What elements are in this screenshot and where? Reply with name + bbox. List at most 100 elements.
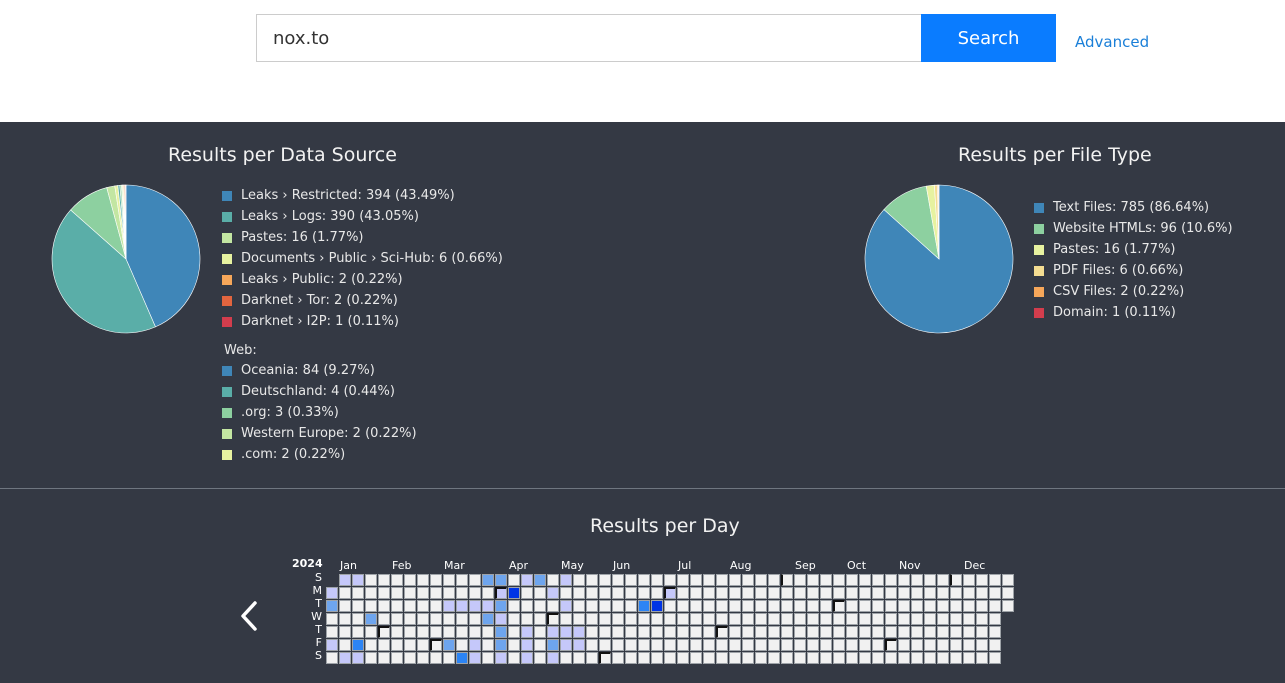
- calendar-day-cell[interactable]: [677, 652, 689, 664]
- calendar-day-cell[interactable]: [846, 613, 858, 625]
- calendar-day-cell[interactable]: [534, 574, 546, 586]
- calendar-day-cell[interactable]: [547, 639, 559, 651]
- calendar-day-cell[interactable]: [807, 652, 819, 664]
- calendar-day-cell[interactable]: [586, 626, 598, 638]
- calendar-day-cell[interactable]: [833, 613, 845, 625]
- calendar-day-cell[interactable]: [963, 574, 975, 586]
- calendar-day-cell[interactable]: [911, 600, 923, 612]
- calendar-day-cell[interactable]: [729, 639, 741, 651]
- calendar-day-cell[interactable]: [404, 626, 416, 638]
- legend-item[interactable]: .org: 3 (0.33%): [222, 402, 503, 423]
- calendar-day-cell[interactable]: [352, 639, 364, 651]
- calendar-day-cell[interactable]: [339, 639, 351, 651]
- calendar-day-cell[interactable]: [521, 652, 533, 664]
- calendar-day-cell[interactable]: [612, 613, 624, 625]
- calendar-day-cell[interactable]: [976, 639, 988, 651]
- calendar-day-cell[interactable]: [989, 626, 1001, 638]
- calendar-day-cell[interactable]: [430, 639, 442, 651]
- calendar-day-cell[interactable]: [651, 587, 663, 599]
- calendar-day-cell[interactable]: [586, 652, 598, 664]
- legend-item[interactable]: Darknet › Tor: 2 (0.22%): [222, 290, 503, 311]
- calendar-day-cell[interactable]: [339, 574, 351, 586]
- calendar-day-cell[interactable]: [326, 626, 338, 638]
- calendar-day-cell[interactable]: [755, 574, 767, 586]
- calendar-day-cell[interactable]: [352, 626, 364, 638]
- calendar-day-cell[interactable]: [560, 587, 572, 599]
- calendar-day-cell[interactable]: [443, 639, 455, 651]
- calendar-day-cell[interactable]: [651, 652, 663, 664]
- calendar-day-cell[interactable]: [547, 626, 559, 638]
- calendar-day-cell[interactable]: [599, 613, 611, 625]
- calendar-day-cell[interactable]: [456, 626, 468, 638]
- calendar-day-cell[interactable]: [755, 587, 767, 599]
- calendar-day-cell[interactable]: [469, 652, 481, 664]
- calendar-day-cell[interactable]: [664, 639, 676, 651]
- legend-item[interactable]: Western Europe: 2 (0.22%): [222, 423, 503, 444]
- calendar-day-cell[interactable]: [365, 587, 377, 599]
- legend-item[interactable]: Text Files: 785 (86.64%): [1034, 197, 1233, 218]
- calendar-day-cell[interactable]: [885, 600, 897, 612]
- calendar-day-cell[interactable]: [872, 613, 884, 625]
- legend-item[interactable]: Domain: 1 (0.11%): [1034, 302, 1233, 323]
- calendar-day-cell[interactable]: [560, 639, 572, 651]
- calendar-day-cell[interactable]: [703, 652, 715, 664]
- calendar-day-cell[interactable]: [963, 626, 975, 638]
- calendar-day-cell[interactable]: [963, 613, 975, 625]
- calendar-day-cell[interactable]: [833, 626, 845, 638]
- calendar-day-cell[interactable]: [391, 600, 403, 612]
- calendar-day-cell[interactable]: [560, 652, 572, 664]
- calendar-day-cell[interactable]: [781, 600, 793, 612]
- calendar-day-cell[interactable]: [963, 600, 975, 612]
- calendar-day-cell[interactable]: [781, 626, 793, 638]
- calendar-day-cell[interactable]: [469, 613, 481, 625]
- calendar-day-cell[interactable]: [378, 652, 390, 664]
- calendar-day-cell[interactable]: [703, 574, 715, 586]
- legend-item[interactable]: Leaks › Public: 2 (0.22%): [222, 269, 503, 290]
- calendar-day-cell[interactable]: [430, 587, 442, 599]
- calendar-day-cell[interactable]: [989, 613, 1001, 625]
- calendar-day-cell[interactable]: [586, 600, 598, 612]
- calendar-day-cell[interactable]: [443, 626, 455, 638]
- calendar-day-cell[interactable]: [443, 600, 455, 612]
- calendar-day-cell[interactable]: [404, 639, 416, 651]
- legend-item[interactable]: Deutschland: 4 (0.44%): [222, 381, 503, 402]
- calendar-day-cell[interactable]: [326, 587, 338, 599]
- calendar-day-cell[interactable]: [534, 600, 546, 612]
- calendar-day-cell[interactable]: [352, 587, 364, 599]
- calendar-day-cell[interactable]: [664, 613, 676, 625]
- calendar-day-cell[interactable]: [391, 652, 403, 664]
- calendar-day-cell[interactable]: [352, 600, 364, 612]
- calendar-day-cell[interactable]: [911, 574, 923, 586]
- calendar-day-cell[interactable]: [404, 574, 416, 586]
- calendar-day-cell[interactable]: [924, 652, 936, 664]
- calendar-day-cell[interactable]: [976, 652, 988, 664]
- calendar-day-cell[interactable]: [859, 652, 871, 664]
- calendar-day-cell[interactable]: [859, 639, 871, 651]
- calendar-day-cell[interactable]: [898, 652, 910, 664]
- calendar-day-cell[interactable]: [664, 600, 676, 612]
- calendar-day-cell[interactable]: [872, 587, 884, 599]
- calendar-day-cell[interactable]: [534, 626, 546, 638]
- calendar-day-cell[interactable]: [625, 574, 637, 586]
- calendar-day-cell[interactable]: [443, 613, 455, 625]
- calendar-day-cell[interactable]: [729, 600, 741, 612]
- calendar-day-cell[interactable]: [625, 639, 637, 651]
- calendar-day-cell[interactable]: [1002, 600, 1014, 612]
- calendar-day-cell[interactable]: [716, 587, 728, 599]
- calendar-day-cell[interactable]: [911, 613, 923, 625]
- calendar-day-cell[interactable]: [586, 587, 598, 599]
- calendar-day-cell[interactable]: [872, 626, 884, 638]
- calendar-day-cell[interactable]: [989, 574, 1001, 586]
- calendar-day-cell[interactable]: [586, 639, 598, 651]
- calendar-day-cell[interactable]: [989, 639, 1001, 651]
- calendar-day-cell[interactable]: [924, 639, 936, 651]
- calendar-day-cell[interactable]: [716, 600, 728, 612]
- calendar-day-cell[interactable]: [326, 613, 338, 625]
- calendar-day-cell[interactable]: [495, 587, 507, 599]
- calendar-day-cell[interactable]: [885, 574, 897, 586]
- calendar-day-cell[interactable]: [846, 600, 858, 612]
- calendar-day-cell[interactable]: [664, 574, 676, 586]
- calendar-day-cell[interactable]: [586, 613, 598, 625]
- calendar-day-cell[interactable]: [911, 587, 923, 599]
- calendar-day-cell[interactable]: [937, 613, 949, 625]
